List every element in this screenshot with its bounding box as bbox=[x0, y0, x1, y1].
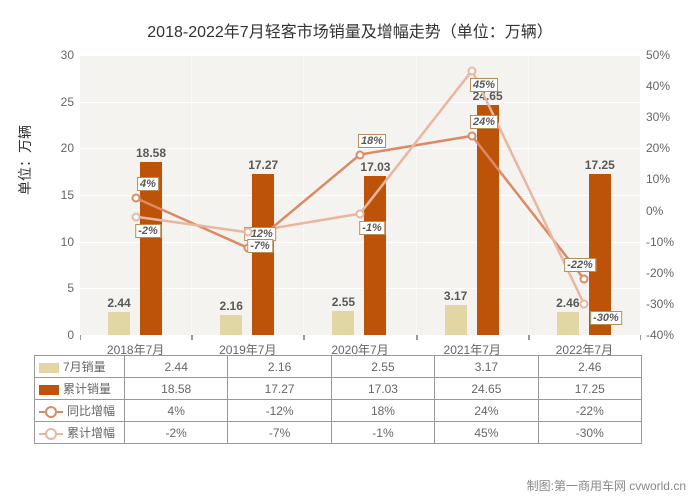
table-cell: -30% bbox=[538, 422, 641, 444]
legend-label: 7月销量 bbox=[63, 360, 106, 374]
table-cell: 17.25 bbox=[538, 378, 641, 400]
table-cell: -7% bbox=[228, 422, 331, 444]
y-tick-right: 30% bbox=[646, 110, 670, 124]
table-cell: 2.55 bbox=[331, 356, 434, 378]
line-value-label: -2% bbox=[135, 224, 161, 238]
line-marker bbox=[580, 299, 589, 308]
y-tick-left: 10 bbox=[61, 235, 74, 249]
legend-swatch-icon bbox=[39, 385, 59, 395]
legend-cell: 累计销量 bbox=[35, 378, 125, 400]
table-cell: 2.16 bbox=[228, 356, 331, 378]
table-cell: 45% bbox=[435, 422, 538, 444]
y-tick-left: 0 bbox=[67, 328, 74, 342]
table-cell: 2.44 bbox=[125, 356, 228, 378]
line-value-label: -30% bbox=[590, 311, 622, 325]
table-cell: 2.46 bbox=[538, 356, 641, 378]
line-value-label: -22% bbox=[564, 258, 596, 272]
grid-line bbox=[80, 335, 640, 336]
legend-line-icon bbox=[39, 407, 63, 417]
chart-container: 2018-2022年7月轻客市场销量及增幅走势（单位：万辆） 单位：万辆 051… bbox=[0, 0, 700, 504]
y-tick-right: -30% bbox=[646, 297, 674, 311]
y-tick-right: 20% bbox=[646, 141, 670, 155]
line-marker bbox=[356, 150, 365, 159]
plot-area: 051015202530-40%-30%-20%-10%0%10%20%30%4… bbox=[80, 55, 640, 335]
legend-label: 累计增幅 bbox=[67, 426, 115, 440]
legend-cell: 同比增幅 bbox=[35, 400, 125, 422]
data-table: 7月销量2.442.162.553.172.46累计销量18.5817.2717… bbox=[34, 355, 642, 444]
table-cell: 17.03 bbox=[331, 378, 434, 400]
legend-label: 同比增幅 bbox=[67, 404, 115, 418]
line-value-label: 24% bbox=[470, 115, 498, 129]
table-cell: -2% bbox=[125, 422, 228, 444]
y-tick-left: 15 bbox=[61, 188, 74, 202]
line-value-label: 18% bbox=[358, 134, 386, 148]
y-tick-left: 5 bbox=[67, 281, 74, 295]
line-marker bbox=[468, 66, 477, 75]
table-cell: 24.65 bbox=[435, 378, 538, 400]
line-value-label: 45% bbox=[470, 78, 498, 92]
y-tick-right: -40% bbox=[646, 328, 674, 342]
table-cell: -22% bbox=[538, 400, 641, 422]
y-tick-right: 50% bbox=[646, 48, 670, 62]
line-marker bbox=[580, 275, 589, 284]
legend-swatch-icon bbox=[39, 363, 59, 373]
line-marker bbox=[468, 131, 477, 140]
table-cell: 4% bbox=[125, 400, 228, 422]
table-cell: 24% bbox=[435, 400, 538, 422]
y-tick-left: 25 bbox=[61, 95, 74, 109]
y-tick-right: 10% bbox=[646, 172, 670, 186]
y-tick-left: 30 bbox=[61, 48, 74, 62]
table-row: 累计增幅 -2%-7%-1%45%-30% bbox=[35, 422, 642, 444]
table-cell: 17.27 bbox=[228, 378, 331, 400]
line-marker bbox=[132, 212, 141, 221]
table-cell: -1% bbox=[331, 422, 434, 444]
line-layer bbox=[80, 55, 640, 335]
y-tick-right: -20% bbox=[646, 266, 674, 280]
line-marker bbox=[356, 209, 365, 218]
table-cell: -12% bbox=[228, 400, 331, 422]
y-axis-label: 单位：万辆 bbox=[15, 125, 35, 195]
table-cell: 18.58 bbox=[125, 378, 228, 400]
line-value-label: -1% bbox=[359, 221, 385, 235]
y-tick-right: 0% bbox=[646, 204, 663, 218]
line-value-label: 4% bbox=[137, 177, 159, 191]
legend-cell: 7月销量 bbox=[35, 356, 125, 378]
line-marker bbox=[132, 194, 141, 203]
y-tick-right: -10% bbox=[646, 235, 674, 249]
chart-title: 2018-2022年7月轻客市场销量及增幅走势（单位：万辆） bbox=[0, 0, 700, 42]
legend-line-icon bbox=[39, 429, 63, 439]
y-tick-right: 40% bbox=[646, 79, 670, 93]
line-marker bbox=[244, 228, 253, 237]
legend-cell: 累计增幅 bbox=[35, 422, 125, 444]
table-cell: 18% bbox=[331, 400, 434, 422]
y-tick-left: 20 bbox=[61, 141, 74, 155]
legend-label: 累计销量 bbox=[63, 382, 111, 396]
line-value-label: -7% bbox=[247, 239, 273, 253]
table-row: 累计销量 18.5817.2717.0324.6517.25 bbox=[35, 378, 642, 400]
table-cell: 3.17 bbox=[435, 356, 538, 378]
footer-credit: 制图:第一商用车网 cvworld.cn bbox=[527, 477, 686, 494]
table-row: 同比增幅 4%-12%18%24%-22% bbox=[35, 400, 642, 422]
table-row: 7月销量 2.442.162.553.172.46 bbox=[35, 356, 642, 378]
